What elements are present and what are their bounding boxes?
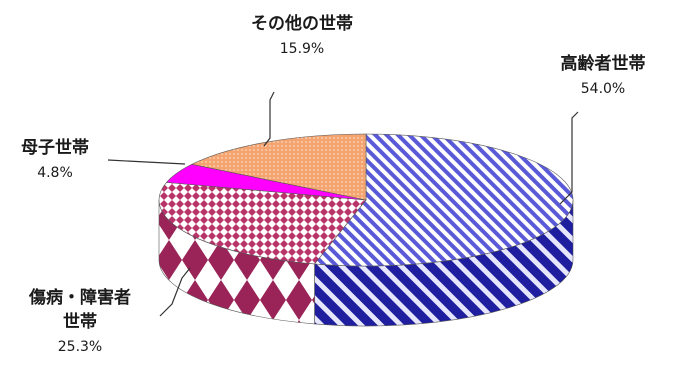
label-leader-lines: [107, 91, 579, 317]
leader-other: [263, 91, 275, 147]
slice-value-other: 15.9%: [279, 41, 325, 57]
slice-name-other: その他の世帯: [251, 14, 353, 34]
pie-slice-disabled: [158, 182, 367, 265]
pie-top-faces: [158, 133, 574, 267]
slice-name-elderly: 高齢者世帯: [560, 54, 646, 74]
slice-label-elderly: 高齢者世帯 54.0%: [538, 52, 668, 102]
slice-name-disabled-line2: 世帯: [63, 312, 97, 332]
slice-value-elderly: 54.0%: [580, 81, 626, 97]
slice-name-single-mother: 母子世帯: [21, 138, 89, 158]
slice-value-single-mother: 4.8%: [37, 165, 73, 181]
slice-label-other: その他の世帯 15.9%: [222, 12, 382, 62]
pie-slice-elderly: [313, 133, 574, 267]
slice-label-single-mother: 母子世帯 4.8%: [0, 136, 110, 186]
slice-name-disabled-line1: 傷病・障害者: [29, 288, 131, 308]
leader-single-mother: [107, 159, 186, 165]
leader-disabled: [159, 267, 191, 317]
slice-label-disabled: 傷病・障害者 世帯 25.3%: [0, 286, 160, 360]
leader-elderly: [559, 111, 579, 205]
slice-value-disabled: 25.3%: [57, 339, 103, 355]
